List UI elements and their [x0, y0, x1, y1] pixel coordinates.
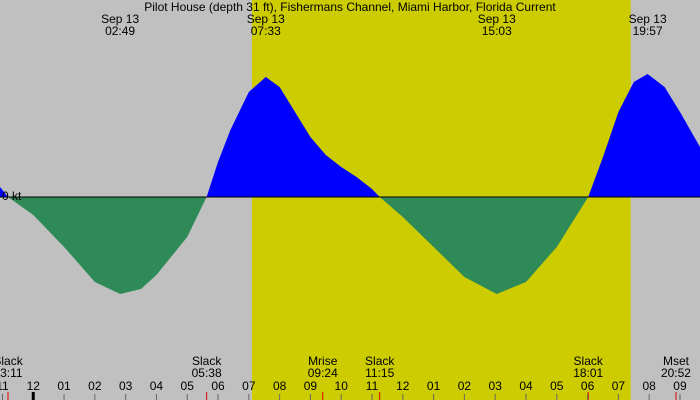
x-tick-label: 05: [550, 379, 564, 393]
event-label: Slack: [365, 354, 395, 368]
event-time: 09:24: [308, 366, 338, 380]
flood-area: [0, 74, 700, 197]
x-tick-label: 05: [181, 379, 195, 393]
x-tick-label: 03: [489, 379, 503, 393]
extreme-date: Sep 13: [247, 12, 285, 26]
x-tick-label: 08: [273, 379, 287, 393]
extreme-date: Sep 13: [101, 12, 139, 26]
extreme-date: Sep 13: [629, 12, 667, 26]
x-tick-label: 01: [57, 379, 71, 393]
event-time: 23:11: [0, 366, 23, 380]
x-tick-label: 06: [211, 379, 225, 393]
x-tick-label: 03: [119, 379, 133, 393]
x-tick-label: 09: [304, 379, 318, 393]
x-tick-label: 09: [673, 379, 687, 393]
extreme-time: 07:33: [251, 24, 281, 38]
event-time: 05:38: [192, 366, 222, 380]
event-label: Slack: [192, 354, 222, 368]
x-tick-label: 12: [396, 379, 410, 393]
x-tick-label: 07: [612, 379, 626, 393]
x-tick-label: 12: [27, 379, 41, 393]
event-time: 20:52: [661, 366, 691, 380]
event-label: Slack: [0, 354, 24, 368]
x-tick-label: 01: [427, 379, 441, 393]
x-tick-label: 11: [366, 379, 379, 393]
chart-title: Pilot House (depth 31 ft), Fishermans Ch…: [144, 0, 556, 14]
zero-label: 0 kt: [2, 189, 22, 203]
x-tick-label: 06: [581, 379, 595, 393]
x-tick-label: 07: [242, 379, 256, 393]
x-tick-label: 02: [458, 379, 472, 393]
extreme-date: Sep 13: [478, 12, 516, 26]
ebb-area: [0, 197, 700, 294]
event-label: Mrise: [308, 354, 338, 368]
x-tick-label: 02: [88, 379, 102, 393]
event-label: Slack: [574, 354, 604, 368]
x-tick-label: 04: [150, 379, 164, 393]
event-time: 18:01: [573, 366, 603, 380]
event-label: Mset: [663, 354, 690, 368]
extreme-time: 15:03: [482, 24, 512, 38]
extreme-time: 02:49: [105, 24, 135, 38]
event-time: 11:15: [365, 366, 394, 380]
extreme-time: 19:57: [633, 24, 663, 38]
x-tick-label: 10: [335, 379, 349, 393]
x-tick-label: 11: [0, 379, 9, 393]
x-tick-label: 08: [643, 379, 657, 393]
x-tick-label: 04: [519, 379, 533, 393]
